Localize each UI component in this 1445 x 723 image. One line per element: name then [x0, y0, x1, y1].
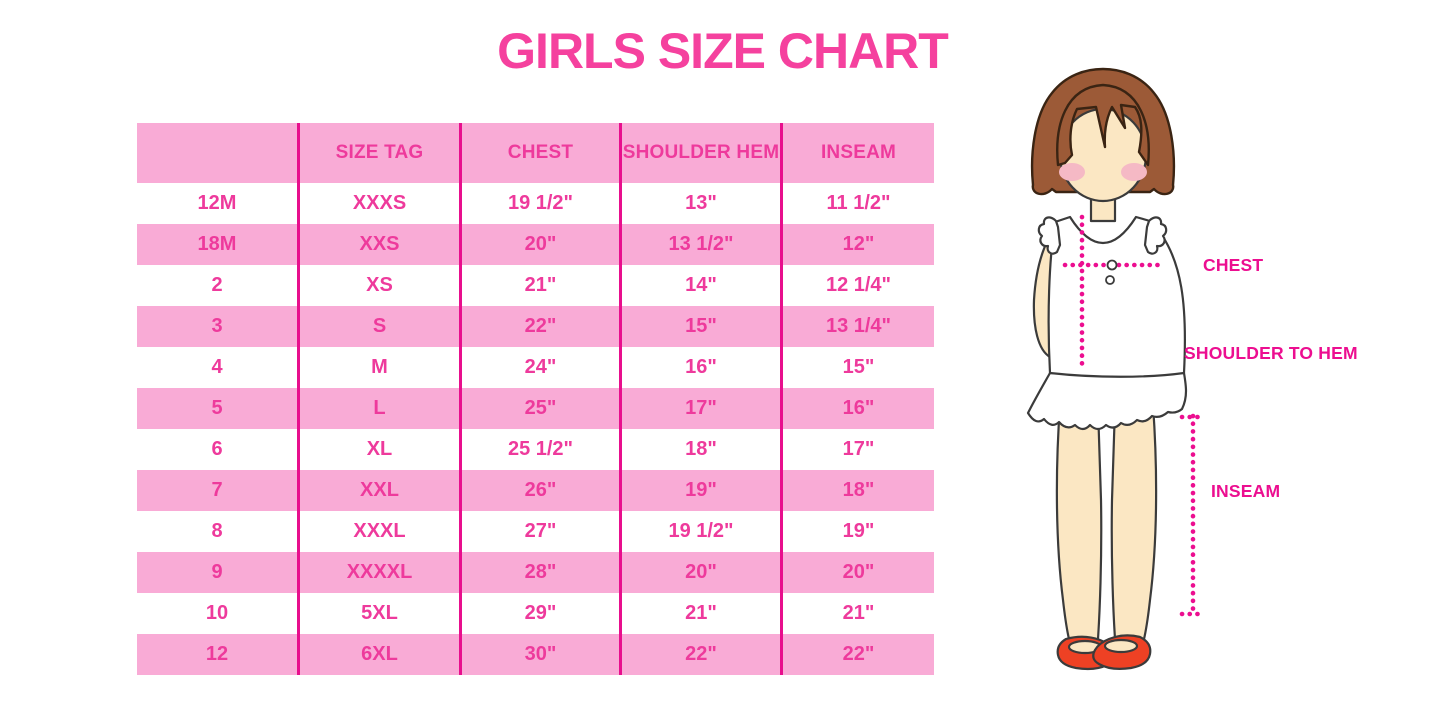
table-cell-size-tag: XL — [297, 429, 459, 470]
table-header-row: SIZE TAG CHEST SHOULDER HEM INSEAM — [137, 123, 934, 183]
table-row: 12M XXXS 19 1/2" 13" 11 1/2" — [137, 183, 934, 224]
table-cell-size: 2 — [211, 274, 223, 296]
girl-ruffle-right — [1143, 216, 1168, 255]
table-cell-size-tag: XXXXL — [297, 552, 459, 593]
table-cell-inseam: 15" — [780, 347, 934, 388]
table-cell-chest: 25" — [459, 388, 619, 429]
table-cell-chest: 29" — [459, 593, 619, 634]
girl-top-button-1 — [1106, 259, 1118, 271]
table-cell-size: 4 — [211, 356, 223, 378]
column-header-shoulder-hem: SHOULDER HEM — [619, 123, 780, 183]
table-cell-size: 12M — [197, 192, 237, 214]
table-cell-shoulder-hem: 22" — [619, 634, 780, 675]
table-cell-inseam: 11 1/2" — [780, 183, 934, 224]
table-cell-size: 6 — [211, 438, 223, 460]
column-header-chest: CHEST — [459, 123, 619, 183]
table-cell-size: 9 — [211, 561, 223, 583]
table-cell-size: 8 — [211, 520, 223, 542]
table-cell-shoulder-hem: 14" — [619, 265, 780, 306]
table-cell-size-tag: 5XL — [297, 593, 459, 634]
table-cell-size: 18M — [197, 233, 237, 255]
shoulder-to-hem-label: SHOULDER TO HEM — [1184, 343, 1358, 363]
table-row: 2 XS 21" 14" 12 1/4" — [137, 265, 934, 306]
girl-figure-illustration — [1026, 67, 1206, 671]
table-cell-inseam: 16" — [780, 388, 934, 429]
column-header-size — [137, 123, 297, 183]
table-cell-inseam: 12" — [780, 224, 934, 265]
table-cell-shoulder-hem: 20" — [619, 552, 780, 593]
table-cell-shoulder-hem: 19 1/2" — [619, 511, 780, 552]
table-cell-shoulder-hem: 19" — [619, 470, 780, 511]
table-cell-shoulder-hem: 13 1/2" — [619, 224, 780, 265]
column-header-inseam: INSEAM — [780, 123, 934, 183]
table-cell-size: 7 — [211, 479, 223, 501]
table-cell-size-tag: 6XL — [297, 634, 459, 675]
table-row: 3 S 22" 15" 13 1/4" — [137, 306, 934, 347]
table-cell-shoulder-hem: 16" — [619, 347, 780, 388]
table-row: 4 M 24" 16" 15" — [137, 347, 934, 388]
table-row: 10 5XL 29" 21" 21" — [137, 593, 934, 634]
table-cell-chest: 24" — [459, 347, 619, 388]
table-cell-chest: 22" — [459, 306, 619, 347]
table-cell-shoulder-hem: 21" — [619, 593, 780, 634]
table-cell-shoulder-hem: 13" — [619, 183, 780, 224]
table-cell-chest: 21" — [459, 265, 619, 306]
girl-shoe-right — [1092, 634, 1152, 670]
girl-top-button-2 — [1105, 275, 1115, 285]
table-cell-inseam: 21" — [780, 593, 934, 634]
page-title: GIRLS SIZE CHART — [497, 23, 949, 79]
chest-label: CHEST — [1203, 255, 1264, 275]
table-cell-size-tag: XXXL — [297, 511, 459, 552]
table-row: 6 XL 25 1/2" 18" 17" — [137, 429, 934, 470]
table-cell-inseam: 17" — [780, 429, 934, 470]
girl-bangs — [1056, 83, 1150, 167]
table-cell-chest: 20" — [459, 224, 619, 265]
table-cell-size-tag: XXS — [297, 224, 459, 265]
table-cell-chest: 26" — [459, 470, 619, 511]
table-cell-size: 12 — [205, 643, 229, 665]
table-cell-chest: 30" — [459, 634, 619, 675]
table-cell-shoulder-hem: 17" — [619, 388, 780, 429]
table-cell-chest: 25 1/2" — [459, 429, 619, 470]
measurement-figure — [1000, 55, 1250, 680]
table-cell-size: 10 — [205, 602, 229, 624]
column-header-size-tag: SIZE TAG — [297, 123, 459, 183]
girl-skirt — [1026, 371, 1188, 431]
table-row: 7 XXL 26" 19" 18" — [137, 470, 934, 511]
table-cell-size-tag: L — [297, 388, 459, 429]
table-cell-size-tag: XS — [297, 265, 459, 306]
table-cell-inseam: 20" — [780, 552, 934, 593]
table-row: 8 XXXL 27" 19 1/2" 19" — [137, 511, 934, 552]
size-chart-table: SIZE TAG CHEST SHOULDER HEM INSEAM 12M X… — [137, 123, 934, 675]
girl-blush-right — [1121, 163, 1147, 181]
table-cell-shoulder-hem: 15" — [619, 306, 780, 347]
table-cell-size-tag: M — [297, 347, 459, 388]
table-cell-chest: 27" — [459, 511, 619, 552]
table-cell-size-tag: XXL — [297, 470, 459, 511]
table-row: 5 L 25" 17" 16" — [137, 388, 934, 429]
girl-ruffle-left — [1037, 216, 1062, 255]
table-cell-chest: 28" — [459, 552, 619, 593]
table-cell-inseam: 19" — [780, 511, 934, 552]
table-row: 18M XXS 20" 13 1/2" 12" — [137, 224, 934, 265]
table-cell-size: 5 — [211, 397, 223, 419]
table-row: 9 XXXXL 28" 20" 20" — [137, 552, 934, 593]
table-cell-inseam: 13 1/4" — [780, 306, 934, 347]
table-cell-chest: 19 1/2" — [459, 183, 619, 224]
girl-leg-right — [1110, 403, 1158, 655]
table-cell-size-tag: S — [297, 306, 459, 347]
table-cell-inseam: 12 1/4" — [780, 265, 934, 306]
table-cell-inseam: 18" — [780, 470, 934, 511]
girl-leg-left — [1055, 403, 1103, 655]
inseam-label: INSEAM — [1211, 481, 1281, 501]
table-cell-size: 3 — [211, 315, 223, 337]
table-row: 12 6XL 30" 22" 22" — [137, 634, 934, 675]
girl-blush-left — [1059, 163, 1085, 181]
table-body: 12M XXXS 19 1/2" 13" 11 1/2" 18M XXS 20"… — [137, 183, 934, 675]
table-cell-inseam: 22" — [780, 634, 934, 675]
table-cell-shoulder-hem: 18" — [619, 429, 780, 470]
table-cell-size-tag: XXXS — [297, 183, 459, 224]
